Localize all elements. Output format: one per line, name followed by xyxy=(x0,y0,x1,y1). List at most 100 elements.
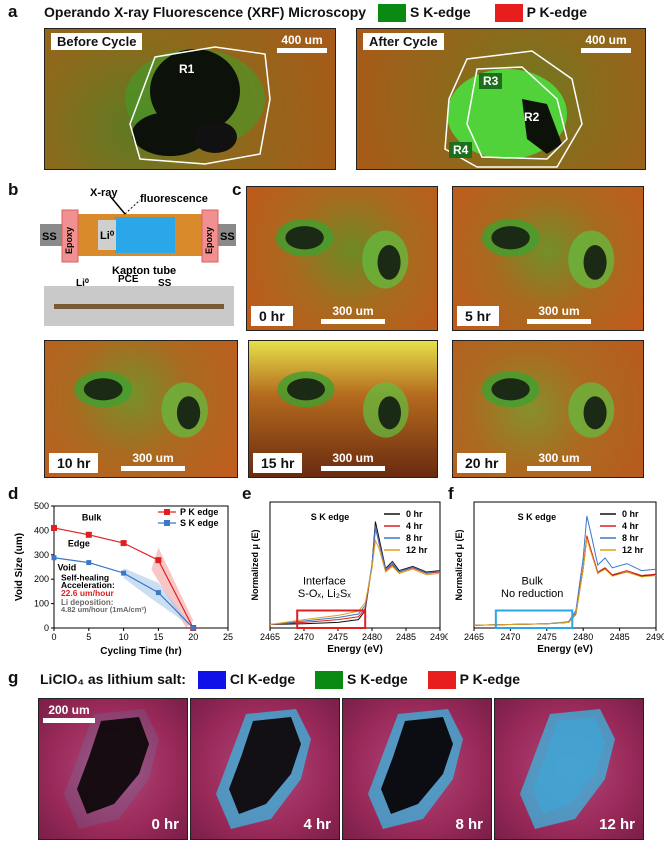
xrf-before-cycle-image: Before Cycle 400 um R1 xyxy=(44,28,336,170)
y-tick-label: 0 xyxy=(44,623,49,633)
photo-pce-label: PCE xyxy=(118,274,139,285)
panel-b-letter: b xyxy=(8,180,19,199)
x-tick-label: 2485 xyxy=(610,632,630,642)
x-tick-label: 2470 xyxy=(294,632,314,642)
xrf-frame-2: 10 hr 300 um xyxy=(44,340,238,478)
licl-frame-3: 12 hr xyxy=(494,698,644,840)
series-line-3 xyxy=(269,538,441,625)
panel-g-letter: g xyxy=(8,668,19,687)
highlight-box xyxy=(296,609,367,629)
legend-marker xyxy=(164,520,170,526)
photo-rod xyxy=(54,304,224,309)
time-tag: 10 hr xyxy=(49,453,99,473)
x-tick-label: 10 xyxy=(119,632,129,642)
legend-label: 12 hr xyxy=(622,545,644,555)
x-tick-label: 2480 xyxy=(362,632,382,642)
licl-frame-1: 4 hr xyxy=(190,698,340,840)
x-axis-title: Energy (eV) xyxy=(327,644,383,655)
scale-bar: 300 um xyxy=(321,451,385,471)
x-tick-label: 2490 xyxy=(430,632,448,642)
void-label: Void xyxy=(57,563,76,573)
x-tick-label: 15 xyxy=(153,632,163,642)
region-r4: R4 xyxy=(449,142,473,158)
x-tick-label: 0 xyxy=(51,632,56,642)
region-r2: R2 xyxy=(524,110,540,124)
x-axis-title: Energy (eV) xyxy=(537,644,593,655)
time-label: 0 hr xyxy=(151,816,179,833)
time-label: 4 hr xyxy=(303,816,331,833)
panel-f-letter: f xyxy=(448,484,454,503)
scale-bar: 300 um xyxy=(527,304,591,324)
scale-bar-label: 300 um xyxy=(332,304,374,318)
time-tag: 15 hr xyxy=(253,453,303,473)
x-tick-label: 5 xyxy=(86,632,91,642)
s-kedge-swatch-g xyxy=(315,671,344,690)
panel-d-letter: d xyxy=(8,484,19,503)
scale-bar-label: 200 um xyxy=(48,703,90,717)
data-point xyxy=(51,555,57,561)
time-tag: 5 hr xyxy=(457,306,499,326)
legend-label: 0 hr xyxy=(406,509,423,519)
data-point xyxy=(155,590,161,596)
x-tick-label: 2480 xyxy=(573,632,593,642)
legend-p-kedge: P K-edge xyxy=(526,4,587,20)
xrf-after-cycle-image: After Cycle 400 um R3 R2 R4 xyxy=(356,28,646,170)
scale-bar-label: 300 um xyxy=(132,451,174,465)
legend-p-kedge-g: P K-edge xyxy=(459,671,521,687)
panel-e-letter: e xyxy=(242,484,252,503)
time-label: 8 hr xyxy=(455,816,483,833)
x-tick-label: 2470 xyxy=(500,632,520,642)
epoxy-left-label: Epoxy xyxy=(64,227,74,254)
licl-frame-0: 0 hr 200 um xyxy=(38,698,188,840)
licl-frame-2: 8 hr xyxy=(342,698,492,840)
data-point xyxy=(86,560,92,566)
y-tick-label: 300 xyxy=(34,550,49,560)
series-line-3 xyxy=(473,538,657,626)
legend-label: S K edge xyxy=(180,518,219,528)
x-tick-label: 2490 xyxy=(646,632,664,642)
epoxy-left xyxy=(61,209,79,263)
box-label-2: No reduction xyxy=(501,588,563,600)
legend-label: 0 hr xyxy=(622,509,639,519)
heal-label-2: Acceleration: xyxy=(61,580,115,590)
xray-arrow xyxy=(109,195,126,215)
p-kedge-swatch xyxy=(494,4,523,23)
legend-label: 4 hr xyxy=(622,521,639,531)
region-r1: R1 xyxy=(179,62,195,76)
legend-label: 8 hr xyxy=(622,533,639,543)
xrf-frame-3: 15 hr 300 um xyxy=(248,340,438,478)
scale-bar-label: 300 um xyxy=(332,451,374,465)
edge-label: S K edge xyxy=(518,512,557,522)
scale-bar-label: 400 um xyxy=(585,33,627,47)
photo-ss-label: SS xyxy=(158,278,172,289)
scale-bar-label: 400 um xyxy=(281,33,323,47)
fluorescence-label: fluorescence xyxy=(140,193,208,205)
li-block xyxy=(98,220,116,250)
cell-schematic: X-ray fluorescence SS SS Li⁰ Epoxy Epoxy… xyxy=(40,182,240,332)
plot-frame xyxy=(53,505,229,629)
cl-kedge-swatch xyxy=(197,671,226,690)
series-line-2 xyxy=(269,526,441,625)
panel-g-title: LiClO₄ as lithium salt: xyxy=(40,671,186,687)
y-axis-title: Normalized μ (E) xyxy=(454,529,464,600)
edge-label: Edge xyxy=(68,538,90,548)
x-tick-label: 20 xyxy=(188,632,198,642)
scale-bar: 300 um xyxy=(121,451,185,471)
panel-a-header: Operando X-ray Fluorescence (XRF) Micros… xyxy=(44,4,587,23)
legend-s-kedge-g: S K-edge xyxy=(347,671,408,687)
scale-bar-a-right: 400 um xyxy=(581,33,631,53)
box-label-1: Bulk xyxy=(522,576,544,588)
ss-left-label: SS xyxy=(42,231,57,243)
edge-label: S K edge xyxy=(311,512,350,522)
y-tick-label: 500 xyxy=(34,501,49,511)
data-point xyxy=(190,625,196,631)
x-tick-label: 25 xyxy=(223,632,233,642)
panel-c-letter: c xyxy=(232,180,242,199)
heal-rate: 22.6 um/hour xyxy=(61,588,115,598)
x-tick-label: 2485 xyxy=(396,632,416,642)
after-cycle-tag: After Cycle xyxy=(363,33,444,50)
schematic-svg: X-ray fluorescence SS SS Li⁰ Epoxy Epoxy… xyxy=(40,187,236,326)
x-tick-label: 2475 xyxy=(328,632,348,642)
panel-a-title: Operando X-ray Fluorescence (XRF) Micros… xyxy=(44,4,367,20)
xanes-bulk-chart: 2465 2470 2475 2480 2485 2490 Energy (eV) Norma… xyxy=(454,501,664,655)
